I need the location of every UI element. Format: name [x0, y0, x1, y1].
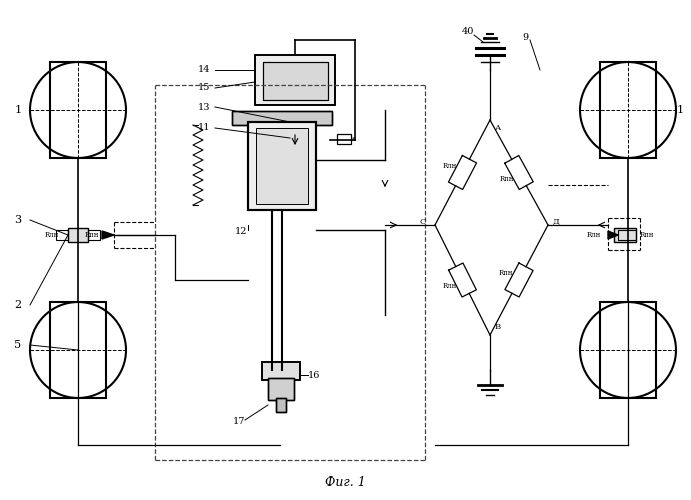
Bar — [263, 62, 328, 100]
Bar — [56, 230, 68, 240]
Text: 2: 2 — [15, 300, 21, 310]
Bar — [268, 378, 294, 400]
Text: 17: 17 — [233, 418, 245, 426]
Text: Д: Д — [553, 218, 560, 226]
Text: 1: 1 — [676, 105, 683, 115]
Bar — [88, 230, 100, 240]
Bar — [276, 398, 286, 412]
Text: 15: 15 — [198, 84, 210, 92]
Bar — [600, 62, 656, 158]
Text: 9: 9 — [522, 34, 528, 42]
Bar — [262, 362, 300, 380]
Text: s: s — [352, 135, 357, 143]
Text: Rпн: Rпн — [640, 231, 654, 239]
Text: А: А — [495, 124, 502, 132]
Text: Фиг. 1: Фиг. 1 — [325, 476, 366, 488]
Text: Rпн: Rпн — [85, 231, 100, 239]
Bar — [232, 111, 332, 125]
Text: Rлн: Rлн — [442, 162, 457, 170]
Bar — [600, 302, 656, 398]
Bar — [50, 302, 106, 398]
Bar — [255, 55, 335, 105]
Text: 14: 14 — [198, 66, 211, 74]
Bar — [268, 378, 294, 400]
Text: Rпн: Rпн — [499, 270, 513, 278]
Polygon shape — [608, 231, 618, 239]
Text: С: С — [420, 218, 426, 226]
Bar — [337, 134, 351, 144]
Bar — [276, 398, 286, 412]
Bar — [255, 55, 335, 105]
Bar — [232, 111, 332, 125]
Text: Rпн: Rпн — [499, 176, 513, 184]
Text: 11: 11 — [198, 124, 211, 132]
Bar — [618, 230, 636, 240]
Text: Rлн: Rлн — [442, 282, 457, 290]
Bar — [68, 228, 88, 242]
Text: 12: 12 — [235, 228, 247, 236]
Text: В: В — [495, 323, 501, 331]
Text: 13: 13 — [198, 102, 211, 112]
Bar — [248, 122, 316, 210]
Bar — [614, 228, 636, 242]
Bar — [50, 62, 106, 158]
Bar — [248, 122, 316, 210]
Text: 1: 1 — [15, 105, 21, 115]
Text: 5: 5 — [15, 340, 21, 350]
Bar — [262, 362, 300, 380]
Text: Rлн: Rлн — [587, 231, 601, 239]
Polygon shape — [102, 231, 114, 239]
Text: Rлн: Rлн — [45, 231, 59, 239]
Text: 3: 3 — [15, 215, 21, 225]
Text: 16: 16 — [308, 370, 321, 380]
Bar — [263, 62, 328, 100]
Bar — [256, 128, 308, 204]
Text: 40: 40 — [462, 28, 475, 36]
